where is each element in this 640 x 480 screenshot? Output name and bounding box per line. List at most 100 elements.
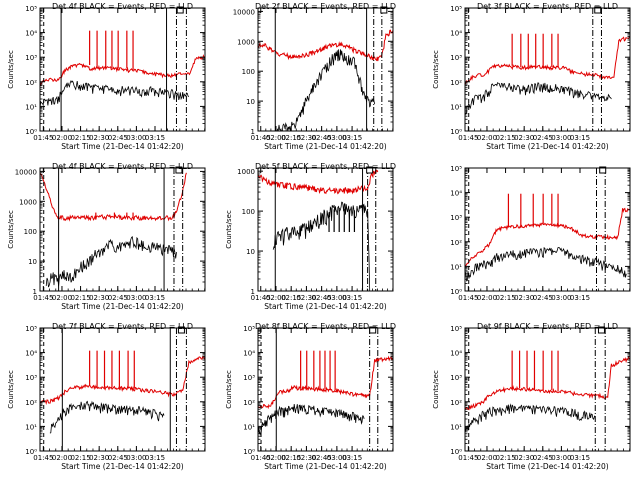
x-tick-label: 02:30 [296, 134, 316, 142]
x-tick-label: 02:30 [514, 134, 534, 142]
marker-box [366, 166, 374, 174]
marker-box [380, 6, 388, 14]
x-tick-label: 02:45 [312, 454, 332, 462]
lld-series-line [258, 169, 379, 195]
y-tick-label: 10⁰ [25, 448, 37, 456]
y-tick-label: 10¹ [243, 423, 255, 431]
x-tick-label: 02:45 [108, 454, 128, 462]
x-tick-label: 02:15 [281, 134, 301, 142]
x-tick-label: 01:45 [251, 454, 271, 462]
y-tick-label: 10⁴ [450, 30, 462, 38]
chart-title: Det 3f BLACK = Events, RED = LLD [477, 2, 618, 11]
y-tick-label: 10⁴ [25, 350, 37, 358]
chart-title: Det 4f BLACK = Events, RED = LLD [52, 162, 193, 171]
y-tick-label: 10¹ [25, 423, 37, 431]
y-tick-label: 10³ [450, 214, 462, 222]
plot-frame [257, 167, 394, 292]
chart-title: Det 7f BLACK = Events, RED = LLD [52, 322, 193, 331]
chart-panel-4: 1 10 100 1000 10000 01:4502:0002:1502:3002:45… [7, 162, 206, 311]
x-tick-label: 02:45 [108, 294, 128, 302]
lld-series-line [465, 356, 630, 411]
x-tick-label: 01:45 [458, 454, 478, 462]
x-tick-label: 02:30 [89, 294, 109, 302]
plot-frame [464, 7, 631, 132]
y-tick-label: 100 [24, 228, 37, 236]
x-tick-label: 02:30 [296, 294, 316, 302]
plot-frame [257, 7, 394, 132]
x-axis-label: Start Time (21-Dec-14 01:42:20) [61, 462, 183, 471]
plot-frame [257, 327, 394, 452]
y-tick-label: 10³ [25, 374, 37, 382]
plot-frame [39, 7, 206, 132]
lld-series-line [40, 355, 205, 405]
y-tick-label: 10² [243, 399, 255, 407]
y-axis-label: Counts/sec [432, 370, 440, 409]
x-tick-label: 02:00 [266, 294, 286, 302]
x-tick-label: 02:15 [70, 454, 90, 462]
x-tick-label: 02:15 [70, 294, 90, 302]
x-tick-label: 03:15 [145, 134, 165, 142]
x-tick-label: 03:15 [570, 454, 590, 462]
x-tick-label: 03:00 [551, 134, 571, 142]
x-tick-label: 03:15 [342, 134, 362, 142]
x-tick-label: 02:45 [533, 294, 553, 302]
chart-panel-2: 1 10 100 1000 10000 01:4502:0002:1502:3002:45… [233, 2, 396, 151]
lld-series-line [258, 355, 393, 410]
x-tick-label: 02:15 [70, 134, 90, 142]
x-tick-label: 03:15 [145, 454, 165, 462]
x-axis-label: Start Time (21-Dec-14 01:42:20) [264, 302, 386, 311]
lld-series-line [40, 172, 187, 222]
y-tick-label: 10³ [243, 374, 255, 382]
y-tick-label: 10⁵ [450, 325, 462, 333]
x-tick-label: 03:00 [327, 454, 347, 462]
plot-area [465, 8, 630, 131]
x-axis-label: Start Time (21-Dec-14 01:42:20) [61, 302, 183, 311]
y-tick-label: 1 [33, 288, 37, 296]
x-tick-label: 02:00 [52, 454, 72, 462]
y-tick-label: 10⁵ [450, 5, 462, 13]
x-tick-label: 02:30 [514, 454, 534, 462]
y-tick-label: 10⁰ [450, 448, 462, 456]
plot-frame [464, 167, 631, 292]
chart-panel-9: 10⁰ 10¹ 10² 10³ 10⁴ 10⁵ 01:4502:0002:1502:3002… [432, 322, 631, 471]
y-tick-label: 10⁴ [450, 350, 462, 358]
plot-area [258, 328, 393, 451]
x-tick-label: 02:00 [52, 294, 72, 302]
y-axis-label: Counts/sec [7, 50, 15, 89]
y-tick-label: 10⁴ [450, 190, 462, 198]
y-tick-label: 10 [246, 248, 255, 256]
y-tick-label: 10⁵ [450, 165, 462, 173]
x-tick-label: 02:30 [89, 454, 109, 462]
y-tick-label: 10⁰ [450, 288, 462, 296]
x-tick-label: 02:15 [281, 294, 301, 302]
y-tick-label: 10³ [450, 374, 462, 382]
x-axis-label: Start Time (21-Dec-14 01:42:20) [264, 142, 386, 151]
y-tick-label: 10¹ [450, 423, 462, 431]
y-tick-label: 1000 [237, 168, 255, 176]
chart-title: Det 9f BLACK = Events, RED = LLD [477, 322, 618, 331]
y-tick-label: 10⁴ [243, 350, 255, 358]
lld-series-line [258, 29, 393, 62]
events-series-line [465, 246, 627, 282]
chart-title: Det 8f BLACK = Events, RED = LLD [255, 322, 396, 331]
x-axis-label: Start Time (21-Dec-14 01:42:20) [486, 142, 608, 151]
x-tick-label: 02:15 [495, 454, 515, 462]
x-tick-label: 02:30 [296, 454, 316, 462]
lld-series-line [465, 36, 630, 86]
plot-area [40, 8, 205, 131]
x-tick-label: 03:15 [342, 454, 362, 462]
x-tick-label: 02:45 [108, 134, 128, 142]
chart-panel-8: 10⁰ 10¹ 10² 10³ 10⁴ 10⁵ 01:4502:0002:1502:3002… [225, 322, 396, 471]
x-tick-label: 03:00 [327, 134, 347, 142]
y-tick-label: 10² [450, 79, 462, 87]
events-series-line [258, 403, 365, 436]
chart-panel-1: 10⁰ 10¹ 10² 10³ 10⁴ 10⁵ 01:4502:0002:1502:3002… [7, 2, 206, 151]
y-tick-label: 10² [450, 399, 462, 407]
x-tick-label: 01:45 [33, 294, 53, 302]
x-tick-label: 02:15 [495, 294, 515, 302]
plot-area [258, 8, 393, 131]
events-series-line [49, 400, 165, 434]
x-axis-label: Start Time (21-Dec-14 01:42:20) [264, 462, 386, 471]
x-tick-label: 01:45 [33, 454, 53, 462]
y-tick-label: 10¹ [450, 263, 462, 271]
